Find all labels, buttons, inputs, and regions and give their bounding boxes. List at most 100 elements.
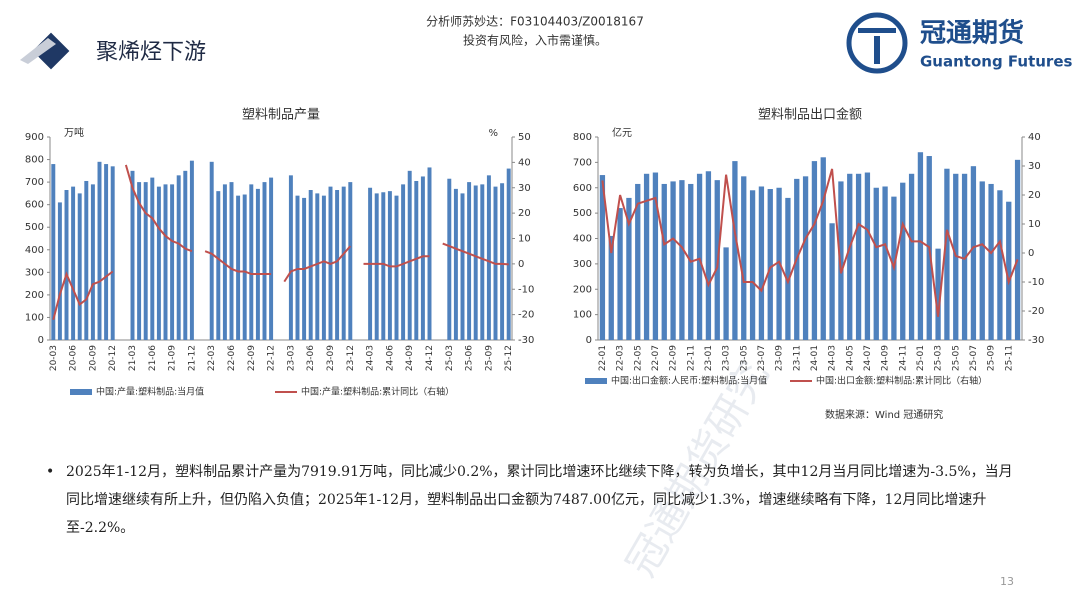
x-tick-label: 24-11 (898, 345, 908, 371)
x-tick-label: 25-05 (951, 345, 961, 371)
bar (917, 152, 924, 340)
line-series (283, 245, 352, 283)
bar (170, 184, 175, 340)
bar (970, 166, 977, 340)
title-diamond (32, 32, 70, 70)
y2-tick-label: 10 (1028, 219, 1041, 230)
x-tick-label: 23-06 (306, 345, 316, 371)
bar (500, 183, 505, 340)
bar (1014, 159, 1021, 340)
bar (900, 182, 906, 340)
bar (255, 188, 260, 340)
line-series (52, 270, 114, 320)
x-tick-label: 23-03 (722, 345, 732, 371)
x-tick-label: 23-09 (775, 345, 785, 371)
x-tick-label: 22-05 (633, 345, 643, 371)
x-tick-label: 24-06 (385, 345, 395, 371)
bar (997, 190, 1003, 340)
bar (150, 177, 155, 340)
y-tick-label: 200 (25, 290, 44, 301)
x-tick-label: 23-01 (704, 345, 714, 371)
bar (979, 181, 985, 340)
logo-stem (874, 36, 880, 64)
y-tick-label: 400 (25, 245, 44, 256)
legend-label: 中国:产量:塑料制品:当月值 (96, 386, 204, 398)
title-decoration (20, 38, 56, 64)
x-tick-label: 20-03 (49, 345, 59, 371)
x-tick-label: 24-12 (425, 345, 435, 371)
bar (401, 184, 406, 340)
y-tick-label: 400 (573, 234, 592, 245)
y2-tick-label: 20 (1028, 190, 1041, 201)
x-tick-label: 25-06 (465, 345, 475, 371)
slide-title: 聚烯烃下游 (96, 40, 206, 65)
y-unit: 亿元 (612, 126, 632, 139)
bar (467, 182, 472, 340)
bar (829, 223, 835, 340)
x-tick-label: 24-09 (881, 345, 891, 371)
x-tick-label: 25-03 (445, 345, 455, 371)
bar (288, 175, 293, 340)
x-tick-label: 23-03 (286, 345, 296, 371)
y-tick-label: 600 (573, 183, 592, 194)
bar (447, 178, 452, 340)
y2-tick-label: 30 (1028, 161, 1041, 172)
bar (104, 164, 109, 340)
x-tick-label: 23-07 (757, 345, 767, 371)
x-tick-label: 20-06 (69, 345, 79, 371)
y2-tick-label: 20 (518, 208, 531, 219)
source: 数据来源：Wind 冠通研究 (825, 408, 943, 421)
bar (608, 235, 614, 340)
y-tick-label: 900 (25, 132, 44, 143)
bar (486, 175, 491, 340)
y-tick-label: 500 (25, 222, 44, 233)
y2-tick-label: 0 (1028, 248, 1034, 259)
x-tick-label: 24-07 (863, 345, 873, 371)
bar (209, 161, 214, 340)
bar (176, 175, 181, 340)
bar (137, 182, 142, 340)
bar (321, 195, 326, 340)
bar (269, 177, 274, 340)
bar (767, 189, 773, 340)
y-tick-label: 200 (573, 284, 592, 295)
bar (71, 186, 76, 340)
analyst: 分析师苏妙达：F03104403/Z0018167 (426, 15, 644, 29)
bar (635, 183, 641, 340)
bar (785, 197, 791, 340)
y2-tick-label: -30 (1028, 335, 1044, 346)
bar (249, 184, 254, 340)
y-tick-label: 800 (25, 155, 44, 166)
x-tick-label: 22-11 (686, 345, 696, 371)
bar (374, 193, 379, 340)
x-tick-label: 21-09 (168, 345, 178, 371)
logo-english: Guantong Futures (920, 53, 1073, 71)
y2-tick-label: -20 (1028, 306, 1044, 317)
legend-marker (70, 389, 92, 395)
bar (599, 175, 606, 340)
bar (652, 172, 659, 340)
bar (394, 195, 399, 340)
y2-unit: % (488, 128, 498, 139)
y-unit: 万吨 (64, 126, 84, 139)
logo-ring (846, 12, 908, 74)
x-tick-label: 22-06 (227, 345, 237, 371)
bar (908, 173, 915, 340)
bar (216, 191, 221, 340)
y2-tick-label: 50 (518, 132, 531, 143)
bar (262, 182, 267, 340)
bar (811, 161, 818, 340)
legend-label: 中国:出口金额:塑料制品:累计同比（右轴） (816, 375, 987, 387)
y-tick-label: 600 (25, 200, 44, 211)
y-tick-label: 700 (25, 177, 44, 188)
x-tick-label: 22-09 (247, 345, 257, 371)
bar (156, 186, 161, 340)
bar (802, 176, 809, 340)
bar (741, 176, 747, 340)
bar (414, 180, 419, 340)
x-tick-label: 24-03 (366, 345, 376, 371)
bar (315, 193, 320, 340)
bar (51, 164, 56, 340)
x-tick-label: 20-09 (88, 345, 98, 371)
